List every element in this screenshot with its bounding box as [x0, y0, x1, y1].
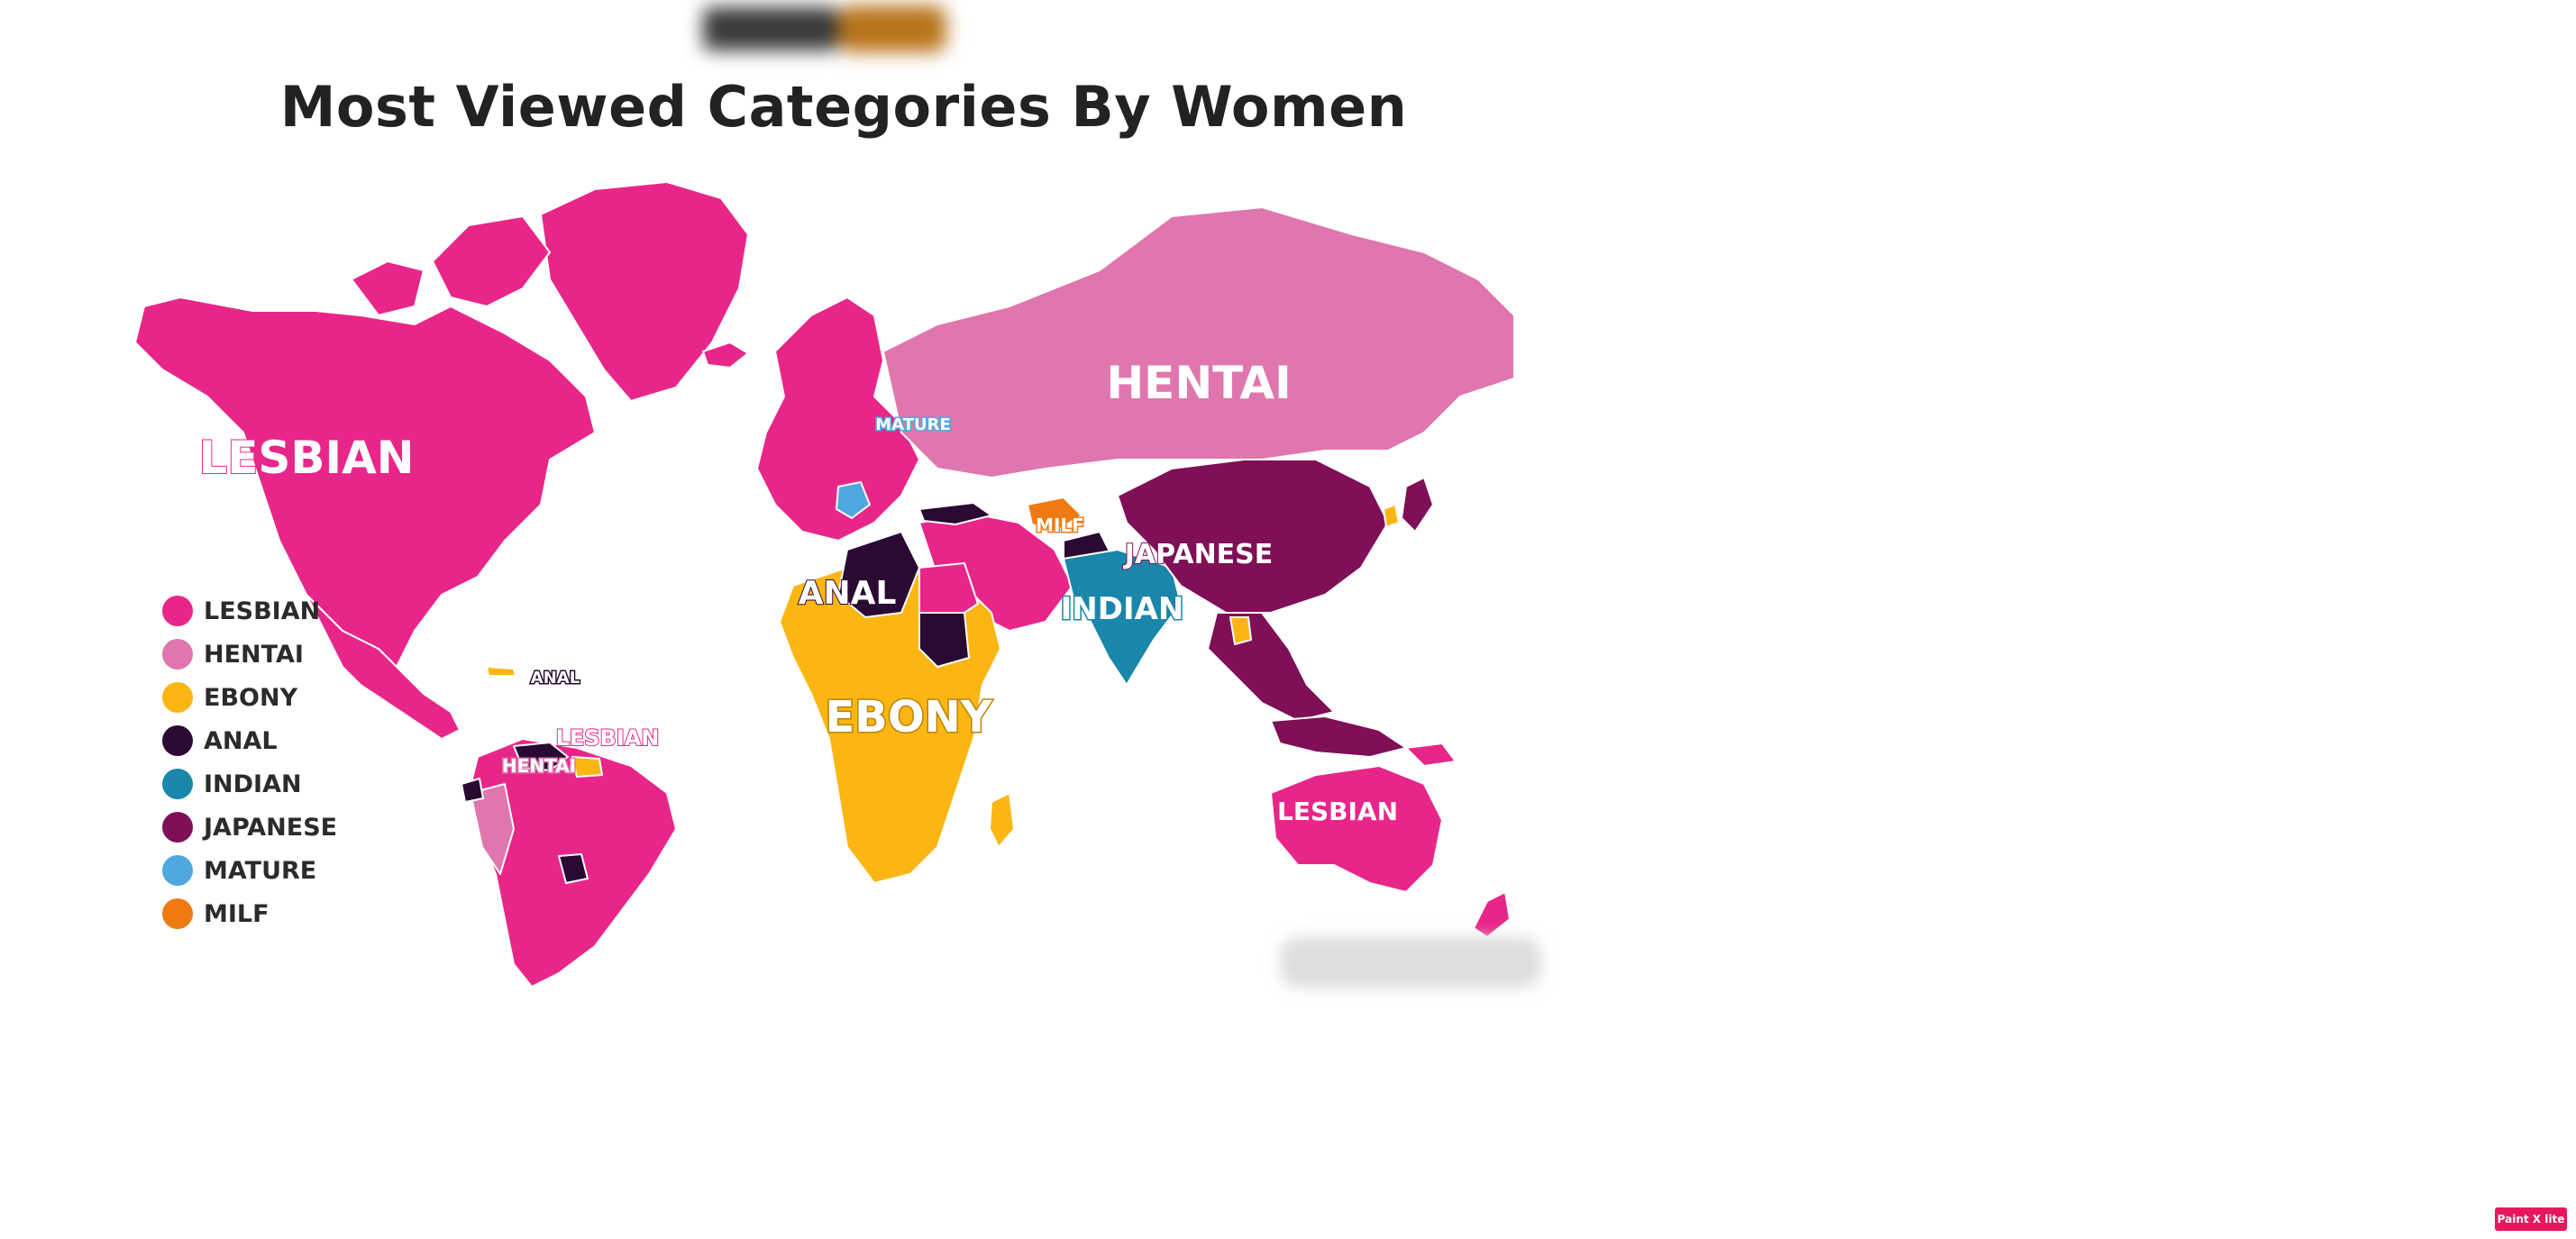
legend-label-anal: ANAL [204, 726, 278, 755]
legend-item-ebony: EBONY [162, 676, 397, 719]
region-ecuador-anal [461, 778, 484, 803]
region-india [1063, 549, 1182, 686]
label-russia: HENTAI [1106, 357, 1291, 409]
label-anal-africa: ANAL [799, 575, 897, 612]
legend-item-hentai: HENTAI [162, 633, 397, 676]
paint-badge[interactable]: Paint X lite [2495, 1207, 2567, 1231]
region-indonesia [1270, 715, 1407, 758]
region-africa-anal [837, 531, 920, 618]
legend-swatch-lesbian [162, 596, 193, 626]
region-madagascar [989, 792, 1015, 848]
legend-swatch-japanese [162, 812, 193, 843]
label-ebony: EBONY [825, 692, 992, 742]
legend-label-ebony: EBONY [204, 683, 298, 712]
label-japanese: JAPANESE [1123, 539, 1274, 570]
legend-swatch-indian [162, 769, 193, 799]
region-arctic-islands-2 [351, 260, 425, 316]
region-thailand-ebony [1229, 616, 1252, 645]
label-lesbian-sa: LESBIAN [556, 725, 660, 751]
region-north-america [134, 296, 596, 668]
region-russia [882, 206, 1515, 478]
region-new-zealand [1473, 891, 1511, 938]
legend-swatch-hentai [162, 639, 193, 670]
region-central-america [306, 594, 461, 740]
region-mature-eu [836, 481, 871, 519]
label-mature: MATURE [875, 415, 951, 434]
label-milf: MILF [1036, 515, 1084, 536]
legend-swatch-mature [162, 855, 193, 886]
label-indian: INDIAN [1061, 591, 1184, 627]
legend-item-lesbian: LESBIAN [162, 589, 397, 633]
region-paraguay-anal [558, 853, 589, 884]
legend-item-milf: MILF [162, 892, 397, 935]
legend-item-indian: INDIAN [162, 762, 397, 806]
legend-label-milf: MILF [204, 899, 269, 928]
region-australia [1270, 765, 1443, 893]
world-map: LESBIAN HENTAI MATURE MILF JAPANESE ANAL… [126, 162, 1532, 991]
blurred-footer [1280, 937, 1541, 988]
legend-label-japanese: JAPANESE [204, 813, 338, 842]
region-japan [1401, 477, 1434, 533]
label-hentai-sa: HENTAI [502, 755, 576, 777]
region-korea [1383, 504, 1400, 528]
blurred-logo [694, 0, 982, 70]
map-legend: LESBIAN HENTAI EBONY ANAL INDIAN JAPANES… [162, 589, 397, 935]
label-anal-sa: ANAL [531, 669, 580, 688]
legend-item-anal: ANAL [162, 719, 397, 762]
legend-label-lesbian: LESBIAN [204, 597, 321, 625]
region-europe [756, 296, 920, 542]
region-se-asia [1207, 612, 1335, 722]
region-peru-hentai [470, 783, 515, 875]
region-china-japanese [1117, 459, 1389, 614]
label-australia: LESBIAN [1277, 797, 1398, 826]
legend-swatch-ebony [162, 682, 193, 713]
legend-label-mature: MATURE [204, 856, 317, 885]
region-greenland [540, 181, 749, 402]
legend-item-mature: MATURE [162, 849, 397, 892]
legend-item-japanese: JAPANESE [162, 806, 397, 849]
region-guianas-ebony [571, 756, 603, 778]
region-png [1405, 742, 1457, 767]
legend-swatch-milf [162, 898, 193, 929]
region-arctic-islands [432, 215, 551, 307]
region-caribbean [486, 666, 516, 677]
region-turkey-anal [918, 502, 992, 525]
region-milf [1027, 497, 1082, 533]
legend-swatch-anal [162, 725, 193, 756]
map-title: Most Viewed Categories By Women [279, 74, 1408, 140]
region-egypt-lesbian [918, 562, 979, 614]
label-north-america: LESBIAN [198, 432, 414, 484]
legend-label-hentai: HENTAI [204, 640, 304, 669]
region-venezuela-anal [513, 742, 569, 771]
region-iceland [702, 342, 749, 369]
legend-label-indian: INDIAN [204, 770, 302, 798]
